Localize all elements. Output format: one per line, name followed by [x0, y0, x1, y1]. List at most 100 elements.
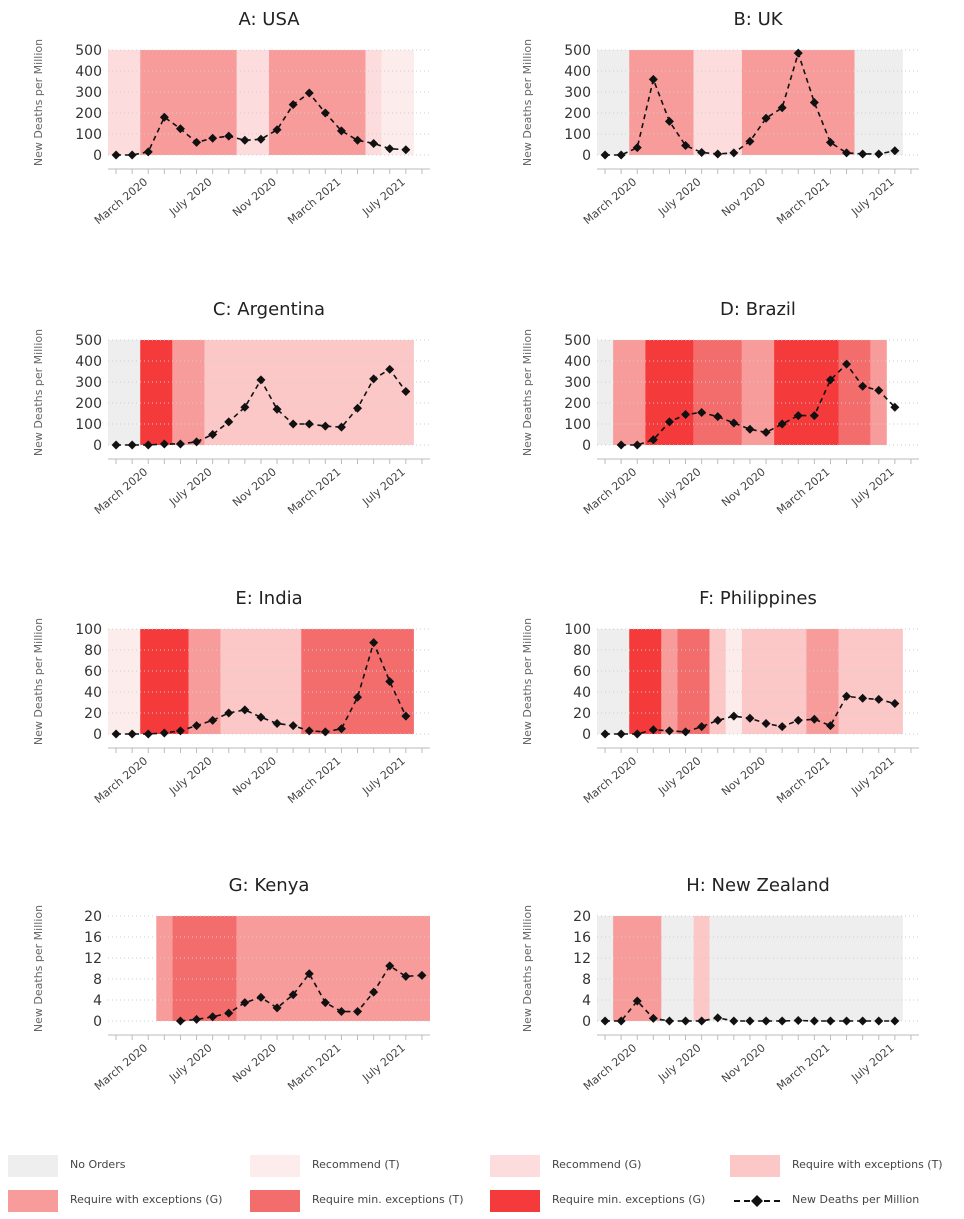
- policy-band: [709, 916, 903, 1021]
- y-tick-label: 100: [564, 622, 591, 638]
- data-point-marker: [336, 126, 346, 136]
- x-tick-label: July 2021: [359, 754, 407, 798]
- data-point-marker: [336, 724, 346, 734]
- data-point-marker: [809, 98, 819, 107]
- deaths-series-line: [180, 964, 423, 1022]
- data-point-marker: [729, 1016, 739, 1026]
- y-tick-label: 300: [75, 375, 102, 391]
- data-point-marker: [159, 439, 169, 449]
- data-point-marker: [272, 719, 282, 728]
- y-tick-label: 300: [564, 375, 591, 391]
- data-point-marker: [143, 440, 153, 450]
- chart-panel: 0 100 200 300 400 500 March 2020 July 2020 Nov 2…: [32, 9, 430, 227]
- data-point-marker: [385, 144, 395, 154]
- policy-band: [741, 50, 855, 155]
- data-point-marker: [192, 137, 202, 147]
- policy-band: [597, 916, 614, 1021]
- legend-label-require-exceptions-t: Require with exceptions (T): [792, 1158, 943, 1171]
- y-tick-label: 300: [564, 85, 591, 101]
- data-point-marker: [256, 992, 266, 1002]
- policy-band: [693, 916, 710, 1021]
- data-point-marker: [143, 729, 153, 739]
- data-point-marker: [648, 74, 658, 84]
- data-point-marker: [385, 961, 395, 971]
- data-point-marker: [890, 1016, 900, 1026]
- y-tick-label: 500: [564, 333, 591, 349]
- chart-panel: 0 100 200 300 400 500 March 2020 July 2020 Nov 2…: [521, 9, 919, 227]
- y-tick-label: 200: [75, 396, 102, 412]
- x-tick-label: July 2021: [359, 1041, 407, 1085]
- y-tick-label: 20: [84, 909, 102, 925]
- x-tick-label: July 2020: [166, 1041, 214, 1085]
- x-tick-label: March 2021: [774, 754, 832, 806]
- x-tick-label: Nov 2020: [719, 175, 768, 219]
- policy-band: [172, 916, 237, 1021]
- data-point-marker: [111, 150, 121, 160]
- data-point-marker: [288, 419, 298, 429]
- y-axis-label: New Deaths per Million: [32, 329, 45, 456]
- y-tick-label: 0: [582, 148, 591, 164]
- chart-title: D: Brazil: [720, 299, 796, 320]
- y-tick-label: 400: [75, 64, 102, 80]
- data-point-marker: [159, 728, 169, 738]
- y-axis-label: New Deaths per Million: [521, 905, 534, 1032]
- data-point-marker: [320, 998, 330, 1008]
- chart-title: A: USA: [238, 9, 300, 30]
- data-point-marker: [127, 440, 137, 450]
- data-point-marker: [745, 713, 755, 723]
- data-point-marker: [600, 729, 610, 739]
- x-tick-label: Nov 2020: [230, 465, 279, 509]
- data-point-marker: [697, 407, 707, 417]
- data-point-marker: [681, 410, 691, 420]
- data-point-marker: [664, 417, 674, 427]
- data-point-marker: [401, 145, 411, 155]
- x-tick-label: March 2020: [92, 175, 150, 227]
- legend-swatch-require-min-exceptions-t: [250, 1190, 300, 1212]
- data-point-marker: [793, 48, 803, 58]
- x-tick-label: March 2020: [92, 1041, 150, 1093]
- data-point-marker: [175, 439, 185, 449]
- data-point-marker: [304, 726, 314, 736]
- legend-item-require-min-exceptions-g: Require min. exceptions (G): [490, 1190, 725, 1212]
- data-point-marker: [793, 411, 803, 421]
- data-point-marker: [858, 1016, 868, 1026]
- data-point-marker: [175, 726, 185, 736]
- legend-swatch-require-min-exceptions-g: [490, 1190, 540, 1212]
- y-tick-label: 80: [84, 643, 102, 659]
- data-point-marker: [192, 721, 202, 731]
- data-point-marker: [874, 149, 884, 159]
- data-point-marker: [632, 996, 642, 1006]
- y-axis-label: New Deaths per Million: [32, 905, 45, 1032]
- data-point-marker: [890, 699, 900, 709]
- data-point-marker: [874, 1016, 884, 1026]
- x-tick-label: March 2020: [92, 754, 150, 806]
- data-point-marker: [208, 1012, 218, 1022]
- data-point-marker: [648, 1013, 658, 1023]
- policy-band: [188, 629, 221, 734]
- chart-title: E: India: [235, 588, 302, 609]
- data-point-marker: [745, 1016, 755, 1026]
- data-point-marker: [632, 143, 642, 153]
- policy-band: [629, 629, 662, 734]
- y-tick-label: 12: [573, 951, 591, 967]
- y-tick-label: 40: [84, 685, 102, 701]
- legend-swatch-recommend-g: [490, 1155, 540, 1177]
- y-tick-label: 300: [75, 85, 102, 101]
- data-point-marker: [192, 437, 202, 447]
- data-point-marker: [874, 385, 884, 395]
- data-point-marker: [256, 375, 266, 385]
- y-tick-label: 0: [582, 727, 591, 743]
- y-tick-label: 8: [93, 972, 102, 988]
- x-tick-label: Nov 2020: [230, 754, 279, 798]
- data-point-marker: [417, 970, 427, 980]
- data-point-marker: [777, 1016, 787, 1026]
- policy-band: [172, 340, 205, 445]
- y-tick-label: 400: [564, 64, 591, 80]
- data-point-marker: [208, 430, 218, 439]
- data-point-marker: [648, 435, 658, 445]
- data-point-marker: [401, 386, 411, 396]
- x-tick-label: July 2020: [655, 1041, 703, 1085]
- data-point-marker: [616, 150, 626, 160]
- legend-label-require-exceptions-g: Require with exceptions (G): [70, 1193, 223, 1206]
